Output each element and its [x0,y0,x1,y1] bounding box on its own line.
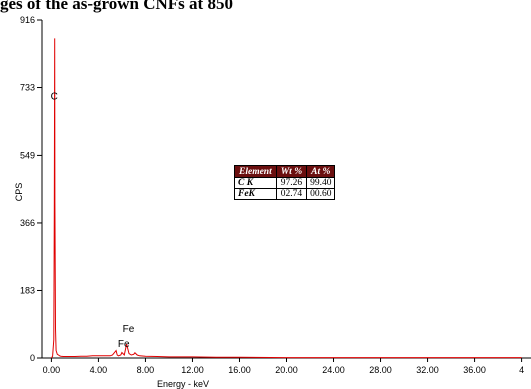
row-element: C K [234,177,277,189]
x-tick-label: 28.00 [369,365,392,375]
x-tick-label: 36.00 [463,365,486,375]
chart-title: ges of the as-grown CNFs at 850 [0,0,233,13]
y-tick-label: 549 [20,150,35,160]
quantification-table: Element Wt % At % C K 97.26 99.40 FeK 02… [234,165,336,200]
y-tick-label: 366 [20,218,35,228]
x-ticks: 0.00 4.00 8.00 12.00 16.00 20.00 24.00 28.00 32.… [43,358,524,375]
y-axis-label: CPS [14,183,24,202]
row-at: 00.60 [306,188,336,200]
y-tick-label: 916 [20,15,35,25]
peak-labels: C Fe Fe [51,92,135,350]
x-tick-label: 32.00 [416,365,439,375]
x-tick-label: 16.00 [228,365,251,375]
row-element: FeK [234,188,277,200]
peak-label: C [51,92,58,103]
y-tick-label: 0 [30,353,35,363]
x-tick-label: 24.00 [322,365,345,375]
header-at: At % [306,165,336,178]
x-tick-label: 12.00 [181,365,204,375]
peak-label: Fe [123,324,135,335]
x-tick-label: 8.00 [137,365,155,375]
table-row: FeK 02.74 00.60 [234,188,336,200]
x-tick-label: 4.00 [90,365,108,375]
y-tick-label: 733 [20,83,35,93]
peak-label: Fe [118,339,130,350]
row-at: 99.40 [306,177,336,189]
y-ticks: 0 183 366 549 733 916 [20,15,42,363]
y-tick-label: 183 [20,285,35,295]
x-tick-label: 0.00 [43,365,61,375]
x-tick-label: 20.00 [275,365,298,375]
row-wt: 97.26 [275,177,308,189]
header-wt: Wt % [275,165,308,178]
table-header-row: Element Wt % At % [234,165,336,178]
row-wt: 02.74 [275,188,308,200]
x-tick-label: 4 [519,365,524,375]
table-row: C K 97.26 99.40 [234,177,336,189]
spectrum-line [50,38,522,359]
header-element: Element [234,165,277,178]
x-axis-label: Energy - keV [157,379,209,389]
